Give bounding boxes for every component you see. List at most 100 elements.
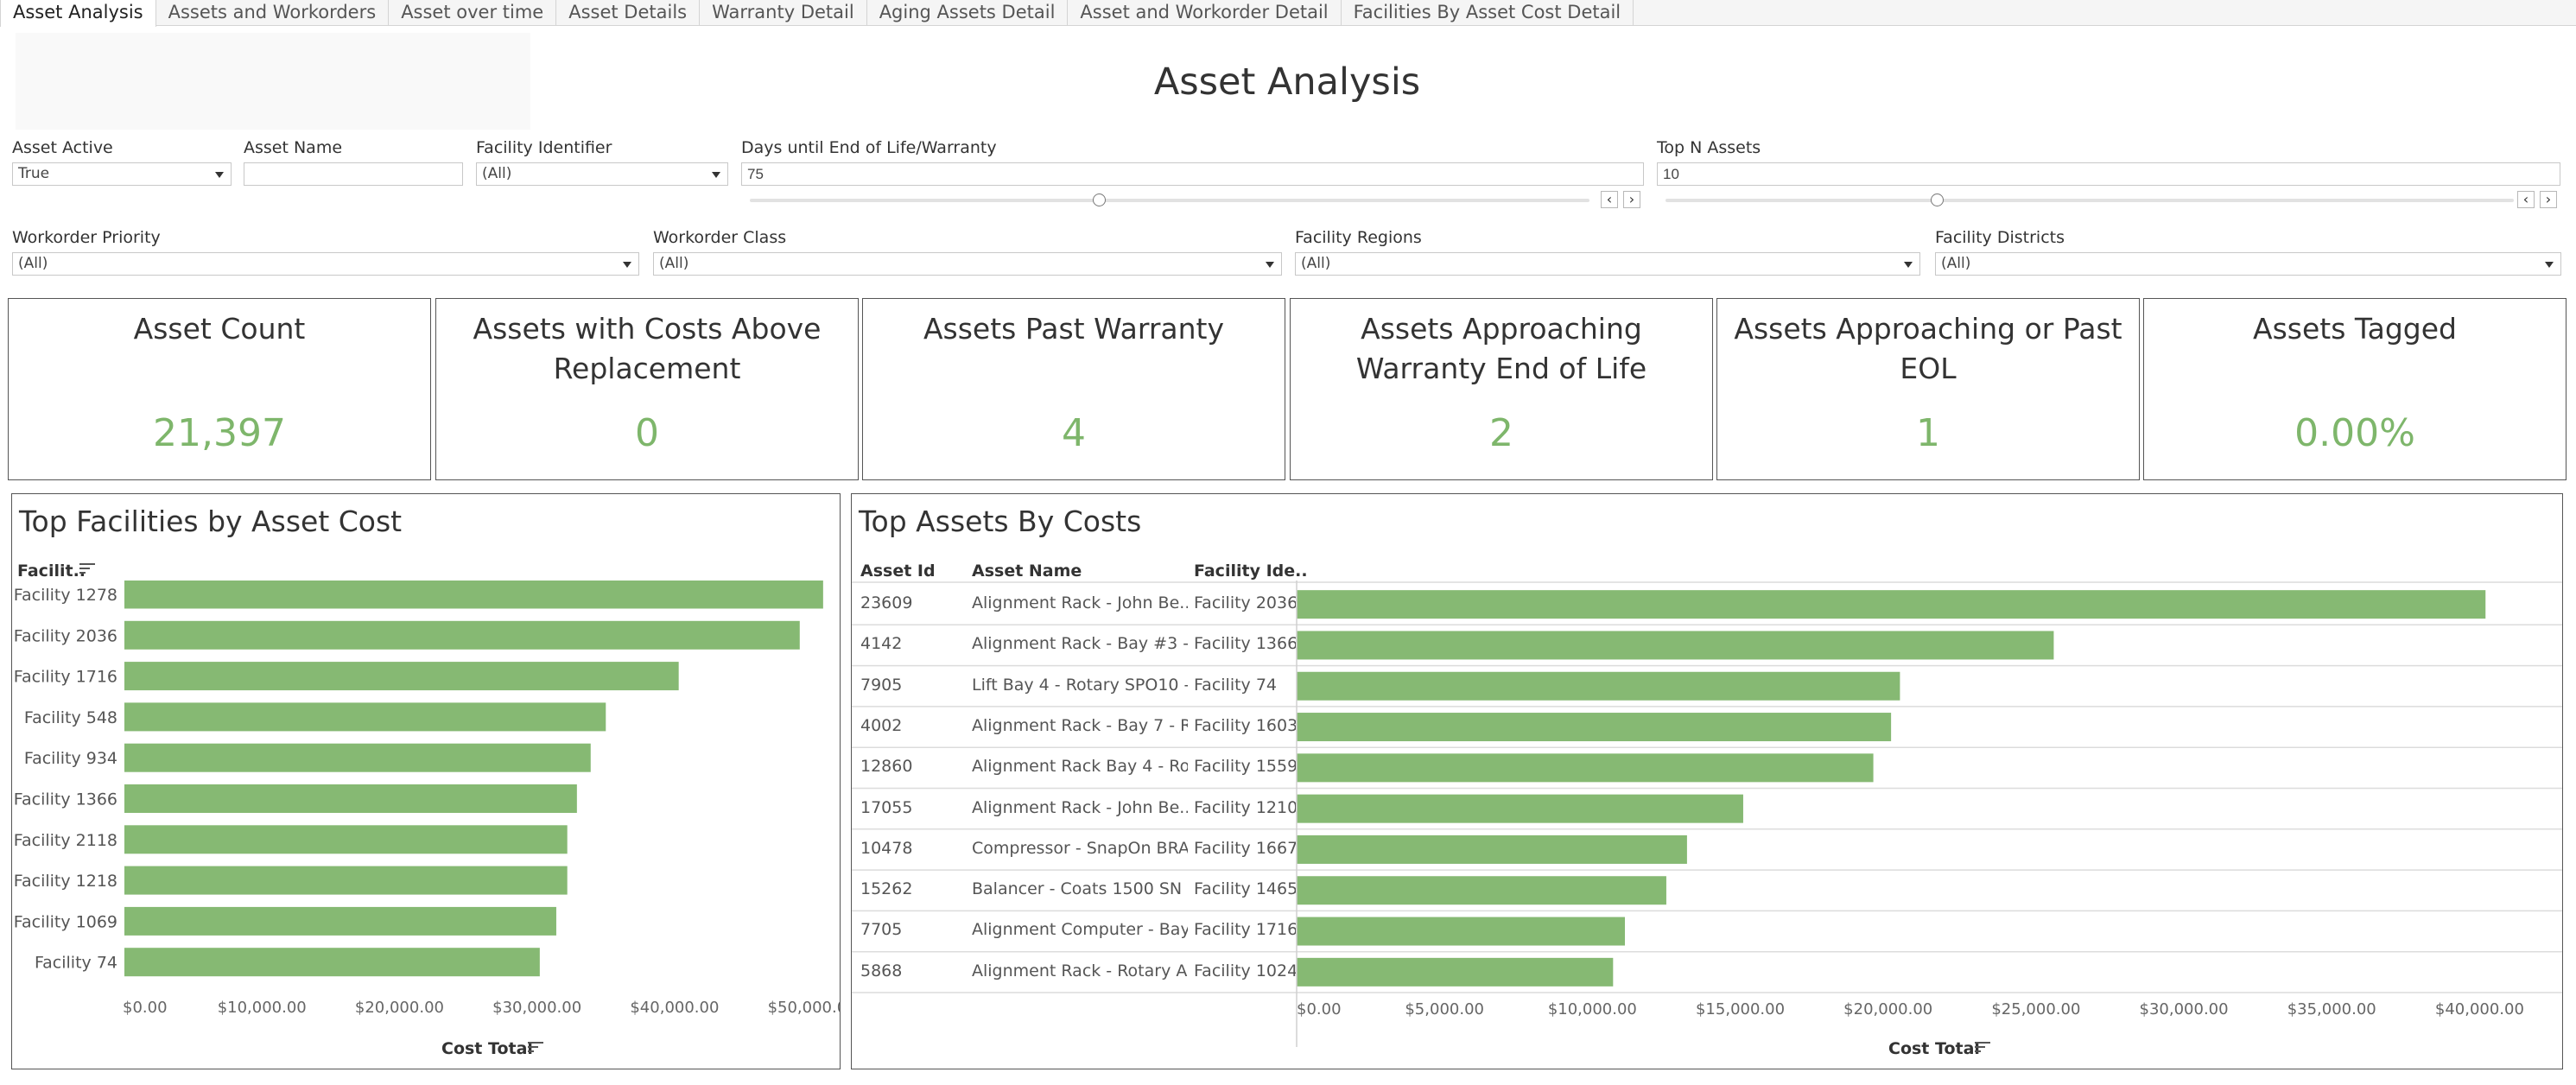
workorder-priority-dropdown[interactable]: (All): [12, 252, 639, 276]
days-until-eol-input[interactable]: [741, 162, 1644, 186]
asset-bar[interactable]: [1297, 753, 1874, 783]
asset-id-cell: 23609: [860, 593, 913, 612]
tab-asset-details[interactable]: Asset Details: [556, 0, 701, 26]
kpi-costs-above-replacement[interactable]: Assets with Costs Above Replacement 0: [435, 298, 859, 480]
table-row[interactable]: 4002 Alignment Rack - Bay 7 - R.. Facility…: [852, 707, 1296, 747]
asset-name-cell: Lift Bay 4 - Rotary SPO10 -..: [972, 675, 1188, 695]
tab-asset-analysis[interactable]: Asset Analysis: [0, 0, 156, 27]
top-assets-bar-chart: $0.00 $5,000.00 $10,000.00 $15,000.00 $20,00…: [852, 581, 2562, 1047]
tab-asset-over-time[interactable]: Asset over time: [389, 0, 557, 26]
top-facilities-bar-chart: Facility 1278 Facility 2036 Facility 1716 F…: [14, 581, 840, 1017]
facility-bar[interactable]: [124, 743, 591, 772]
chevron-right-icon: ›: [1628, 191, 1635, 207]
kpi-approaching-warranty-eol[interactable]: Assets Approaching Warranty End of Life …: [1290, 298, 1713, 480]
table-row[interactable]: 4142 Alignment Rack - Bay #3 - .. Facility…: [852, 625, 1296, 665]
x-axis-tick-label: $15,000.00: [1696, 1000, 1785, 1018]
asset-bar[interactable]: [1297, 957, 1614, 987]
tab-asset-and-workorder-detail[interactable]: Asset and Workorder Detail: [1068, 0, 1342, 26]
table-row[interactable]: 10478 Compressor - SnapOn BRA.. Facility 1…: [852, 829, 1296, 870]
facility-bar[interactable]: [124, 581, 823, 609]
asset-bar[interactable]: [1297, 713, 1892, 742]
facility-cell: Facility 2036: [1194, 593, 1296, 612]
days-until-eol-slider-track[interactable]: [750, 199, 1589, 202]
kpi-value: 0.00%: [2294, 411, 2415, 455]
kpi-asset-count[interactable]: Asset Count 21,397: [8, 298, 431, 480]
facility-bar[interactable]: [124, 866, 568, 895]
x-axis-tick-label: $0.00: [123, 999, 168, 1017]
top-n-assets-slider-track[interactable]: [1666, 199, 2514, 202]
facility-bar[interactable]: [124, 906, 556, 936]
asset-id-column-header[interactable]: Asset Id: [860, 562, 936, 581]
kpi-assets-tagged[interactable]: Assets Tagged 0.00%: [2143, 298, 2566, 480]
facility-label: Facility 1366: [14, 790, 117, 809]
x-axis-tick-label: $40,000.00: [2435, 1000, 2524, 1018]
asset-bar[interactable]: [1297, 917, 1626, 946]
kpi-value: 1: [1916, 411, 1940, 455]
asset-bar[interactable]: [1297, 671, 1900, 701]
table-row[interactable]: 12860 Alignment Rack Bay 4 - Ro.. Facility…: [852, 747, 1296, 788]
asset-bar[interactable]: [1297, 631, 2054, 660]
top-facilities-panel: Top Facilities by Asset Cost Facilit.. F…: [11, 493, 841, 1069]
facility-identifier-dropdown[interactable]: (All): [476, 162, 728, 186]
facility-regions-dropdown[interactable]: (All): [1295, 252, 1920, 276]
kpi-assets-past-warranty[interactable]: Assets Past Warranty 4: [862, 298, 1285, 480]
table-row[interactable]: 7905 Lift Bay 4 - Rotary SPO10 -.. Facilit…: [852, 666, 1296, 707]
asset-active-dropdown[interactable]: True: [12, 162, 232, 186]
facility-cell: Facility 1667: [1194, 838, 1296, 858]
facility-bar[interactable]: [124, 702, 606, 732]
top-n-assets-decrement-button[interactable]: ‹: [2517, 191, 2535, 208]
facility-bar[interactable]: [124, 948, 540, 977]
chevron-right-icon: ›: [2545, 191, 2552, 207]
asset-bar[interactable]: [1297, 876, 1666, 905]
asset-bar[interactable]: [1297, 794, 1743, 823]
top-n-assets-input[interactable]: [1657, 162, 2560, 186]
facility-label: Facility 934: [24, 749, 117, 768]
sort-icon[interactable]: [79, 563, 95, 575]
workorder-class-dropdown[interactable]: (All): [653, 252, 1282, 276]
asset-name-column-header[interactable]: Asset Name: [972, 562, 1082, 581]
asset-bar[interactable]: [1297, 834, 1687, 864]
facility-label: Facility 2118: [14, 831, 117, 850]
facility-districts-dropdown[interactable]: (All): [1935, 252, 2561, 276]
tab-aging-assets-detail[interactable]: Aging Assets Detail: [867, 0, 1069, 26]
logo-placeholder: [16, 33, 530, 130]
facility-cell: Facility 1559: [1194, 757, 1296, 777]
asset-active-value: True: [18, 165, 50, 182]
facility-cell: Facility 1210: [1194, 797, 1296, 817]
facility-regions-value: (All): [1301, 255, 1331, 272]
table-row[interactable]: 7705 Alignment Computer - Bay.. Facility 1…: [852, 911, 1296, 951]
facility-cell: Facility 74: [1194, 675, 1278, 695]
facility-districts-value: (All): [1941, 255, 1971, 272]
asset-name-cell: Balancer - Coats 1500 SN ..: [972, 879, 1188, 899]
table-row[interactable]: 5868 Alignment Rack - Rotary A.. Facility …: [852, 952, 1296, 993]
asset-name-input[interactable]: [244, 162, 463, 186]
tab-assets-and-workorders[interactable]: Assets and Workorders: [156, 0, 390, 26]
days-until-eol-slider-thumb[interactable]: [1093, 194, 1107, 206]
facility-bar[interactable]: [124, 825, 568, 854]
kpi-approaching-past-eol[interactable]: Assets Approaching or Past EOL 1: [1716, 298, 2140, 480]
tab-facilities-by-asset-cost-detail[interactable]: Facilities By Asset Cost Detail: [1342, 0, 1634, 26]
facility-bar[interactable]: [124, 662, 679, 691]
dashboard-tab-bar: Asset Analysis Assets and Workorders Ass…: [0, 0, 2576, 27]
sort-icon[interactable]: [528, 1042, 543, 1054]
asset-bar[interactable]: [1297, 590, 2486, 619]
days-until-eol-increment-button[interactable]: ›: [1623, 191, 1640, 208]
table-row[interactable]: 15262 Balancer - Coats 1500 SN .. Facility…: [852, 870, 1296, 911]
top-n-assets-slider-thumb[interactable]: [1931, 194, 1945, 206]
facility-cell: Facility 1603: [1194, 715, 1296, 735]
facility-bar[interactable]: [124, 784, 577, 813]
x-axis-tick-label: $20,000.00: [355, 999, 444, 1017]
table-row[interactable]: 23609 Alignment Rack - John Be.. Facility …: [852, 584, 1296, 625]
tab-warranty-detail[interactable]: Warranty Detail: [700, 0, 867, 26]
facility-column-header[interactable]: Facilit..: [17, 562, 86, 581]
facility-bar[interactable]: [124, 620, 800, 650]
table-row[interactable]: 17055 Alignment Rack - John Be.. Facility …: [852, 789, 1296, 829]
days-until-eol-decrement-button[interactable]: ‹: [1601, 191, 1618, 208]
top-n-assets-increment-button[interactable]: ›: [2540, 191, 2557, 208]
asset-id-cell: 12860: [860, 757, 913, 777]
asset-id-cell: 10478: [860, 838, 913, 858]
kpi-title: Assets Tagged: [2253, 312, 2457, 346]
facility-identifier-column-header[interactable]: Facility Ide..: [1194, 562, 1308, 581]
sort-icon[interactable]: [1975, 1042, 1990, 1054]
facility-cell: Facility 1716: [1194, 920, 1296, 940]
